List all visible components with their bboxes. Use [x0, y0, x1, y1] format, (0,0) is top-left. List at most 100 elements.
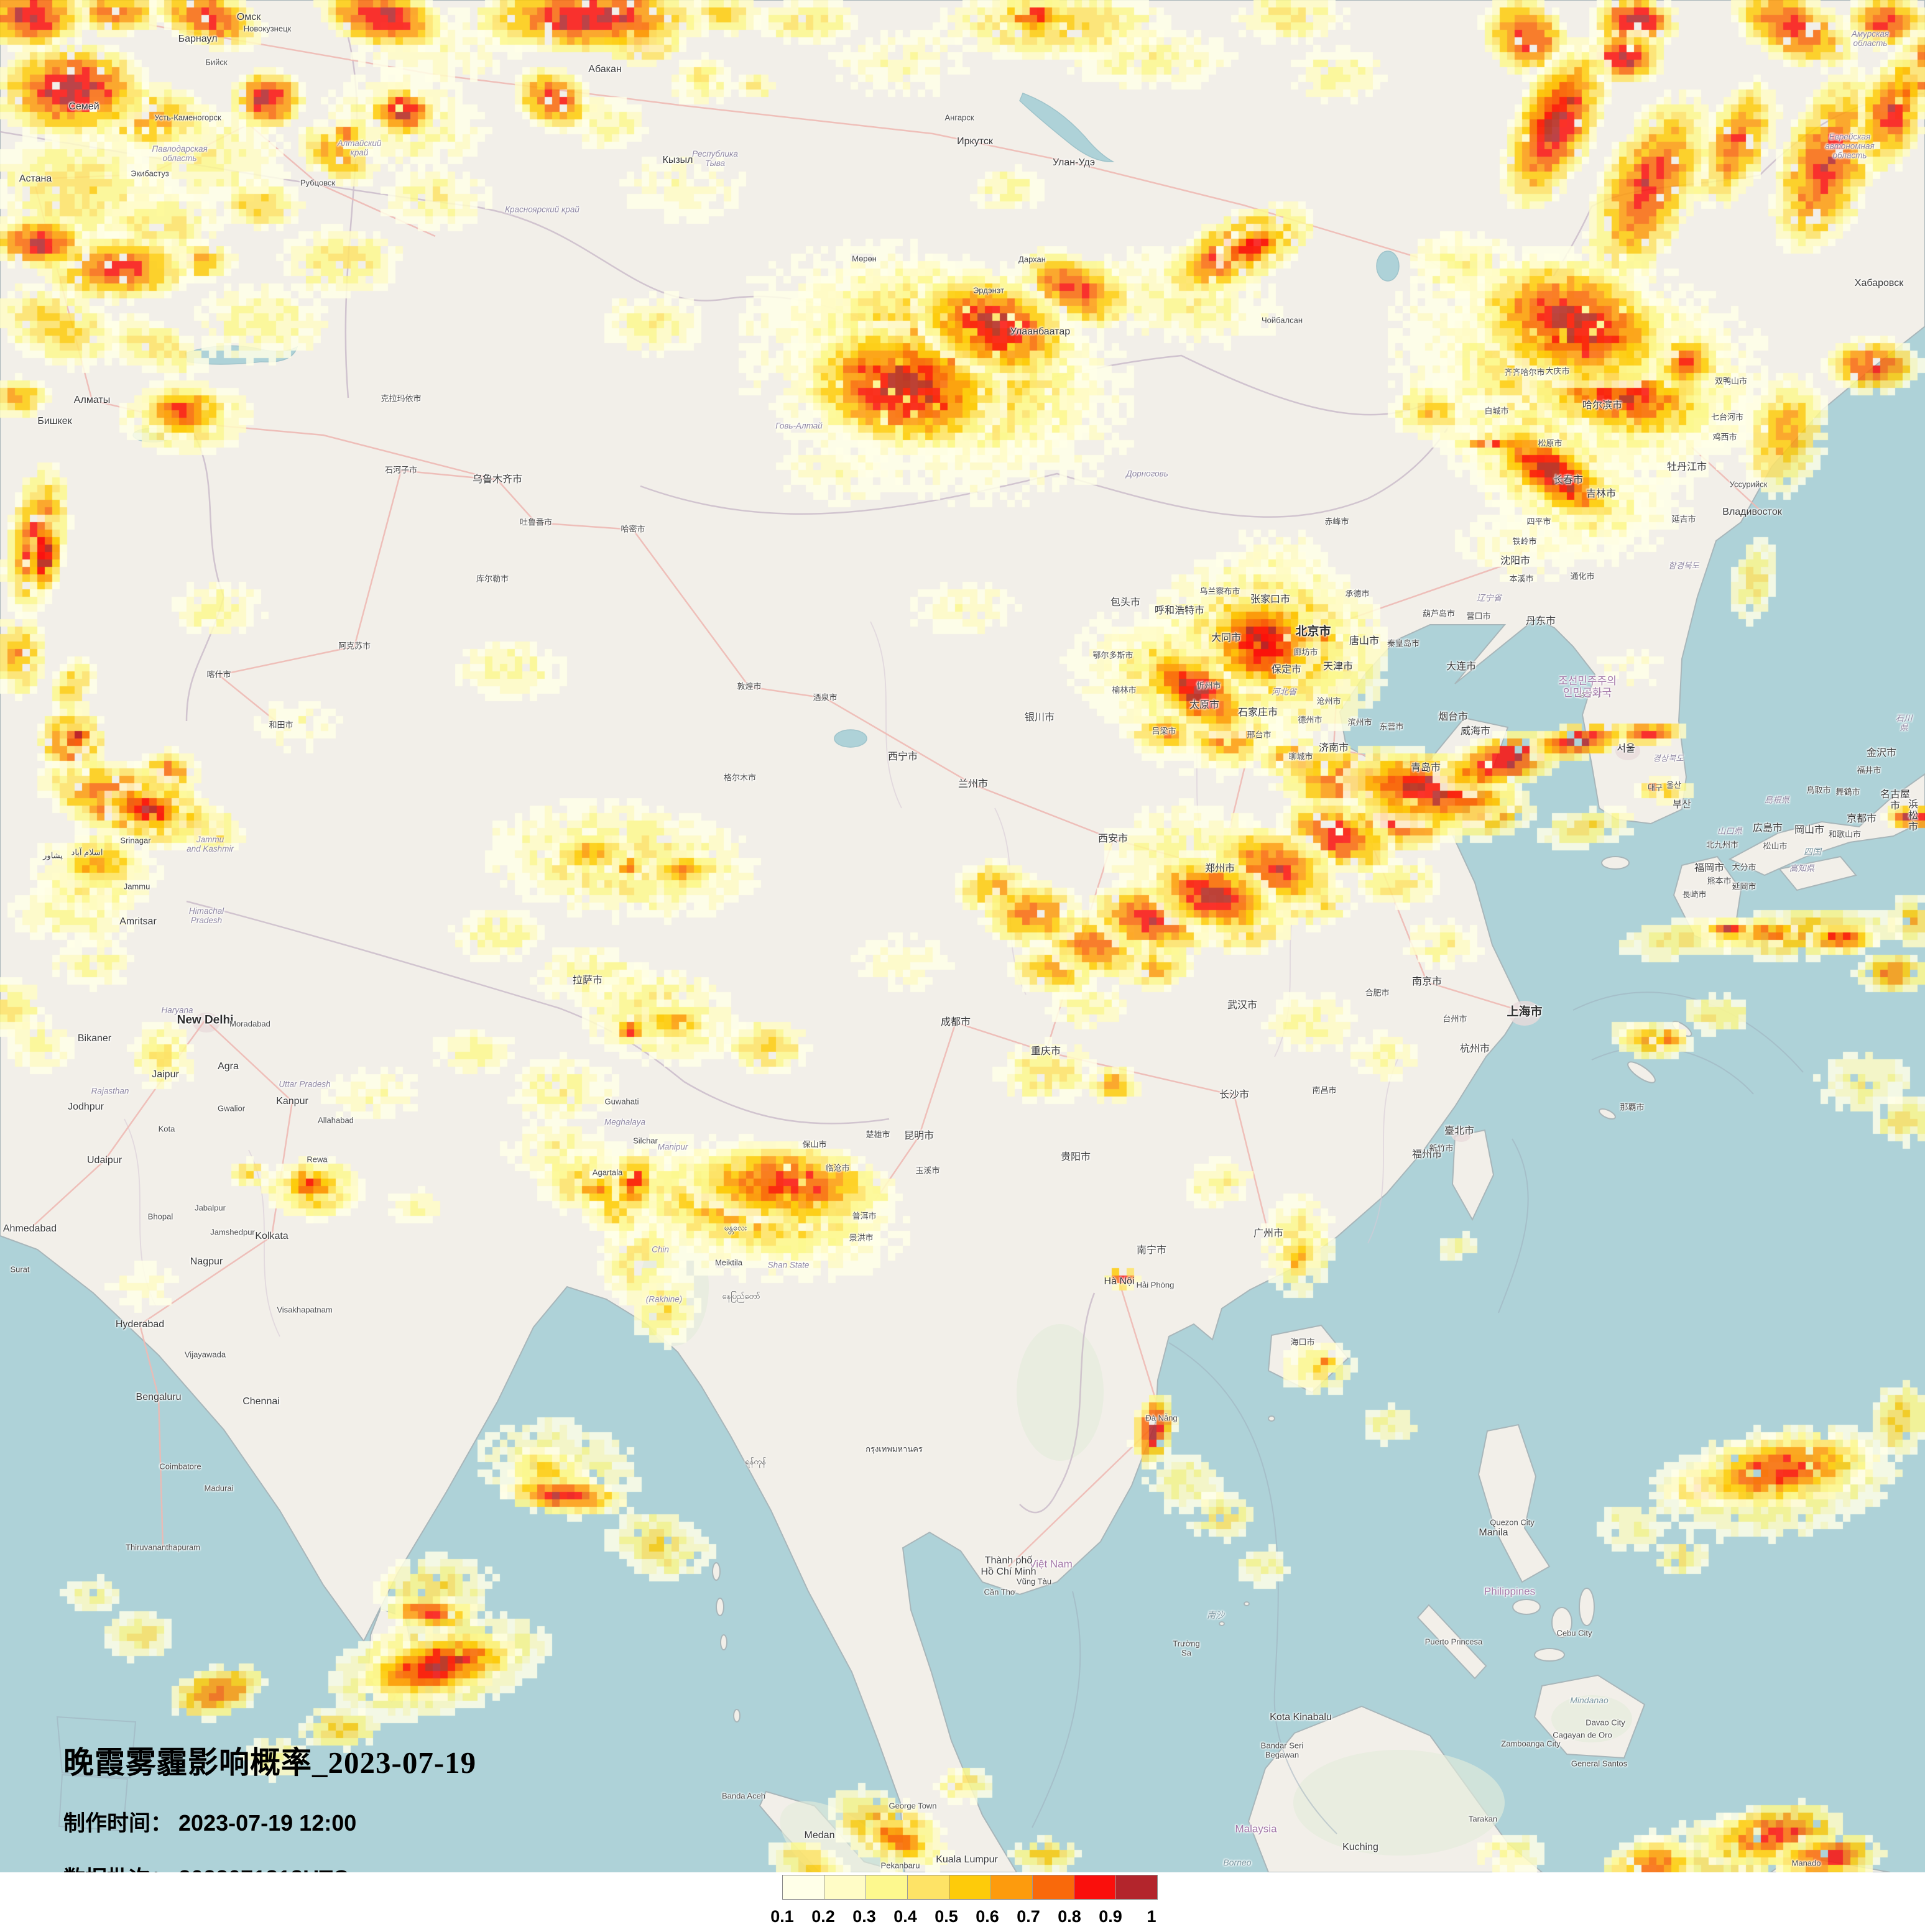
map-label: 葫芦岛市 — [1422, 609, 1456, 619]
map-label: Кызыл — [662, 155, 693, 166]
map-label: 白城市 — [1484, 406, 1509, 416]
map-label: Udaipur — [86, 1155, 122, 1166]
map-label: 营口市 — [1466, 611, 1491, 621]
map-label: 舞鶴市 — [1835, 787, 1860, 797]
legend-tick: 0.1 — [770, 1907, 794, 1926]
map-label: 本溪市 — [1509, 574, 1534, 584]
map-label: 大连市 — [1446, 661, 1477, 673]
map-label: 格尔木市 — [723, 773, 757, 783]
map-label: 兰州市 — [958, 779, 989, 790]
map-viewport[interactable]: Омск Новокузнецк Барнаул Бийск Рубцовск Усть-… — [0, 0, 1925, 1872]
map-label: 廊坊市 — [1293, 647, 1318, 657]
map-label: 和歌山市 — [1828, 829, 1862, 839]
map-label: 평양시 — [1577, 689, 1600, 699]
map-label: Madurai — [204, 1483, 234, 1493]
legend-swatch — [991, 1875, 1033, 1899]
map-label: 邢台市 — [1247, 730, 1272, 740]
map-label: Hyderabad — [115, 1319, 165, 1330]
map-label: Hải Phòng — [1136, 1280, 1175, 1290]
map-label: Đà Nẵng — [1145, 1413, 1178, 1423]
data-batch-value: 2023071818UTC — [178, 1865, 349, 1872]
map-label: Gwalior — [217, 1103, 246, 1113]
legend-tick: 0.5 — [935, 1907, 958, 1926]
map-label: Philippines — [1484, 1585, 1536, 1598]
map-label: Bhopal — [147, 1212, 173, 1221]
map-label: Jamshedpur — [210, 1227, 255, 1237]
legend-swatch — [1033, 1875, 1074, 1899]
map-label: 함경북도 — [1668, 561, 1699, 571]
production-time-row: 制作时间： 2023-07-19 12:00 — [63, 1806, 476, 1838]
map-label: 河北省 — [1271, 687, 1297, 697]
map-label: پشاور — [43, 850, 63, 860]
map-label: Bandar Seri Begawan — [1260, 1741, 1304, 1759]
map-label: Владивосток — [1722, 507, 1782, 518]
legend-tick: 0.6 — [976, 1907, 999, 1926]
legend-swatch — [866, 1875, 908, 1899]
map-label: Дархан — [1018, 254, 1046, 264]
map-label: မန္တလေး — [724, 1223, 747, 1233]
map-label: 普洱市 — [852, 1211, 877, 1221]
map-label: 武汉市 — [1227, 1000, 1258, 1011]
map-label: 包头市 — [1110, 597, 1141, 609]
map-label: Manipur — [657, 1142, 688, 1152]
legend-tick-labels: 0.1 0.2 0.3 0.4 0.5 0.6 0.7 0.8 0.9 1 — [770, 1907, 1156, 1928]
map-label: 熊本市 — [1707, 876, 1732, 886]
map-label: Agartala — [592, 1167, 623, 1177]
production-time-value: 2023-07-19 12:00 — [178, 1810, 357, 1836]
map-label: 乌兰察布市 — [1199, 586, 1240, 596]
map-label: 杭州市 — [1459, 1044, 1490, 1055]
map-label: Bikaner — [77, 1033, 112, 1044]
map-label: Kota — [158, 1124, 175, 1134]
map-label: Silchar — [633, 1136, 658, 1146]
map-label: 南昌市 — [1312, 1085, 1337, 1095]
map-label: နေပြည်တော် — [722, 1291, 760, 1301]
data-batch-label: 数据批次： — [63, 1867, 172, 1872]
map-label: 부산 — [1673, 799, 1691, 811]
map-label: 四平市 — [1526, 517, 1551, 527]
map-label: Meiktila — [714, 1258, 743, 1267]
map-label: Nagpur — [190, 1256, 223, 1267]
data-batch-row: 数据批次： 2023071818UTC — [63, 1861, 476, 1872]
map-label: Srinagar — [120, 835, 151, 845]
map-label: 临沧市 — [825, 1163, 850, 1173]
map-label: 青岛市 — [1410, 763, 1441, 774]
map-label: 烟台市 — [1438, 712, 1469, 723]
map-label: Vijayawada — [184, 1350, 226, 1359]
map-label: 哈密市 — [621, 524, 645, 534]
map-label: Trường Sa — [1173, 1639, 1200, 1657]
map-label: 조선민주주의 인민공화국 — [1558, 674, 1617, 699]
map-title: 晚霞雾霾影响概率_2023-07-19 — [63, 1746, 477, 1780]
map-labels-layer: Омск Новокузнецк Барнаул Бийск Рубцовск Усть-… — [3, 12, 1918, 1870]
map-label: 吐鲁番市 — [519, 517, 553, 527]
map-label: 重庆市 — [1030, 1046, 1061, 1057]
map-label: Haryana — [161, 1005, 193, 1015]
map-label: 合肥市 — [1365, 988, 1390, 998]
map-label: 辽宁省 — [1476, 593, 1502, 603]
haze-probability-heatmap — [0, 0, 1925, 1872]
map-label: 铁岭市 — [1512, 536, 1537, 546]
map-label: Quezon City — [1490, 1517, 1535, 1527]
map-label: 承德市 — [1345, 589, 1370, 599]
map-label: Coimbatore — [159, 1461, 201, 1471]
map-label: 울산 — [1666, 780, 1681, 790]
map-label: 長崎市 — [1682, 890, 1707, 899]
map-label: 忻州市 — [1196, 681, 1221, 691]
map-label: Jabalpur — [195, 1203, 226, 1213]
map-label: (Rakhine) — [645, 1294, 683, 1304]
map-label: Хабаровск — [1854, 278, 1904, 289]
map-label: Kota Kinabalu — [1270, 1712, 1332, 1723]
map-label: Cebu City — [1556, 1628, 1592, 1638]
map-label: 通化市 — [1570, 571, 1595, 581]
map-label: ရန်ကုန် — [745, 1456, 766, 1466]
map-label: 保山市 — [802, 1139, 827, 1149]
legend-swatch — [783, 1875, 824, 1899]
map-label: 延吉市 — [1671, 514, 1696, 524]
map-label: Павлодарская область — [152, 144, 208, 163]
legend-tick: 0.7 — [1017, 1907, 1040, 1926]
map-label: Амурская область — [1851, 29, 1890, 48]
legend-swatch — [824, 1875, 866, 1899]
legend-tick: 0.3 — [852, 1907, 876, 1926]
map-label: Agra — [218, 1061, 239, 1072]
map-label: 서울 — [1617, 743, 1635, 755]
map-label: 경상북도 — [1653, 753, 1684, 763]
